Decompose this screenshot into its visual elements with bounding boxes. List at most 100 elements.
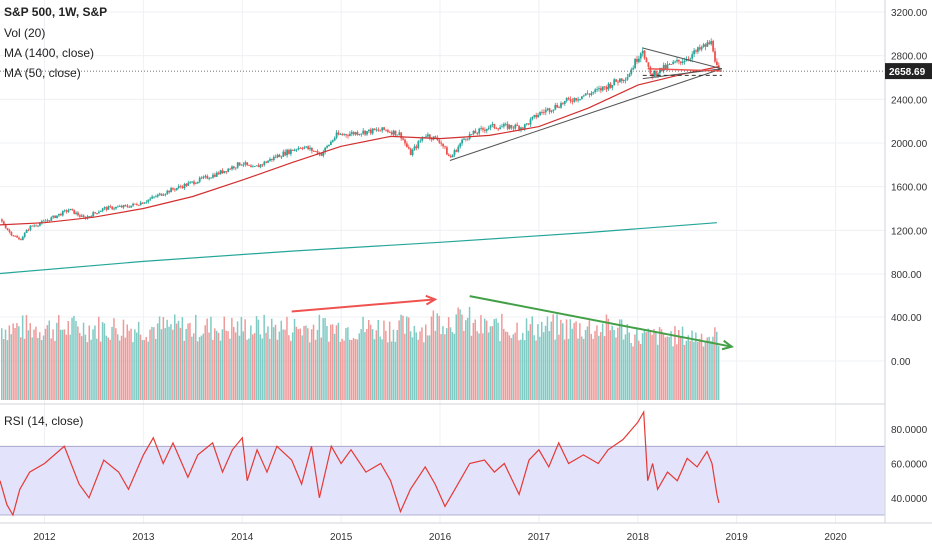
trend-lines[interactable] (291, 47, 734, 351)
rsi-legend[interactable]: RSI (14, close) (4, 414, 84, 428)
candle-body (58, 213, 60, 216)
candle-body (259, 164, 262, 168)
candle-body (388, 131, 391, 133)
candle-body (499, 127, 501, 130)
volume-bar (706, 337, 708, 400)
candle-body (356, 132, 359, 135)
candle-body (233, 166, 235, 169)
volume-bar (562, 323, 564, 400)
candle-body (546, 108, 549, 110)
volume-bar (373, 339, 376, 400)
symbol-label[interactable]: S&P 500, 1W, S&P (4, 5, 108, 19)
candle-body (42, 220, 45, 222)
candle-body (438, 140, 441, 143)
candle-body (354, 132, 357, 135)
support-trendline[interactable] (449, 68, 723, 161)
candle-body (446, 147, 448, 155)
volume-bar (708, 336, 710, 400)
volume-bar (115, 328, 117, 400)
volume-bar (446, 328, 448, 400)
volume-bar (219, 340, 222, 400)
x-tick-label: 2013 (132, 532, 155, 543)
ma-long-legend[interactable]: MA (1400, close) (4, 46, 95, 60)
candle-body (250, 165, 252, 168)
volume-bar (8, 325, 11, 400)
candle-body (341, 134, 344, 135)
candle-body (379, 130, 382, 132)
candle-body (79, 215, 81, 217)
volume-bar (360, 329, 362, 400)
candle-body (193, 181, 195, 185)
volume-bar (59, 329, 62, 400)
volume-bar (607, 318, 610, 400)
volume-bar (40, 340, 43, 400)
volume-bar (105, 335, 108, 400)
candle-body (248, 165, 250, 166)
candle-body (396, 134, 399, 136)
volume-bar (432, 310, 435, 400)
candle-body (271, 158, 273, 160)
candle-body (662, 64, 665, 71)
volume-bar (177, 320, 180, 400)
candle-body (33, 225, 36, 227)
candle-body (231, 166, 233, 170)
candle-body (242, 164, 245, 166)
candle-body (274, 156, 277, 158)
volume-bar (145, 337, 147, 400)
candle-body (639, 53, 642, 59)
volume-bar (195, 314, 197, 400)
candle-body (489, 125, 492, 128)
volume-bar (67, 321, 69, 400)
volume-bar (584, 330, 587, 400)
candle-body (470, 134, 473, 135)
volume-bar (113, 318, 115, 400)
volume-bar (666, 336, 668, 400)
ma-short-legend[interactable]: MA (50, close) (4, 66, 81, 80)
triangle-upper-line[interactable] (642, 47, 722, 70)
candle-body (407, 147, 410, 149)
volume-trend-red-arrow[interactable] (291, 298, 436, 313)
volume-bar (107, 337, 109, 400)
candle-body (683, 61, 686, 62)
candlestick-series (1, 38, 720, 241)
candle-body (311, 147, 313, 151)
candle-body (214, 174, 216, 177)
volume-bar (25, 315, 28, 400)
volume-bar (303, 326, 305, 400)
candle-body (449, 156, 452, 158)
volume-bar (61, 329, 64, 400)
volume-bar (54, 340, 56, 400)
volume-bar (702, 346, 705, 400)
volume-bar (529, 324, 532, 400)
candle-body (691, 54, 694, 59)
candle-body (527, 123, 530, 125)
volume-bar (482, 333, 484, 400)
candle-body (25, 229, 28, 233)
volume-bar (523, 340, 526, 400)
volume-bar (582, 338, 585, 400)
volume-bar (476, 331, 478, 400)
volume-bar (96, 338, 98, 400)
candle-body (301, 148, 304, 149)
candle-body (99, 210, 102, 212)
volume-bar (29, 323, 31, 400)
candle-body (244, 162, 247, 165)
volume-bar (265, 332, 267, 400)
vol-legend[interactable]: Vol (20) (4, 26, 46, 40)
volume-bar (257, 319, 260, 400)
volume-bar (419, 331, 421, 400)
candle-body (676, 59, 678, 62)
candle-body (482, 128, 484, 130)
volume-trend-red-arrow-head[interactable] (425, 294, 438, 306)
candle-body (362, 130, 365, 134)
candle-body (385, 129, 387, 131)
volume-trend-green-arrow-head[interactable] (721, 339, 734, 351)
candle-body (8, 230, 11, 232)
volume-bar (569, 319, 572, 400)
pennant-trendline[interactable] (647, 68, 722, 72)
candle-body (80, 215, 83, 217)
volume-trend-green-arrow[interactable] (469, 295, 732, 348)
candle-body (29, 225, 32, 230)
candle-body (516, 124, 519, 126)
